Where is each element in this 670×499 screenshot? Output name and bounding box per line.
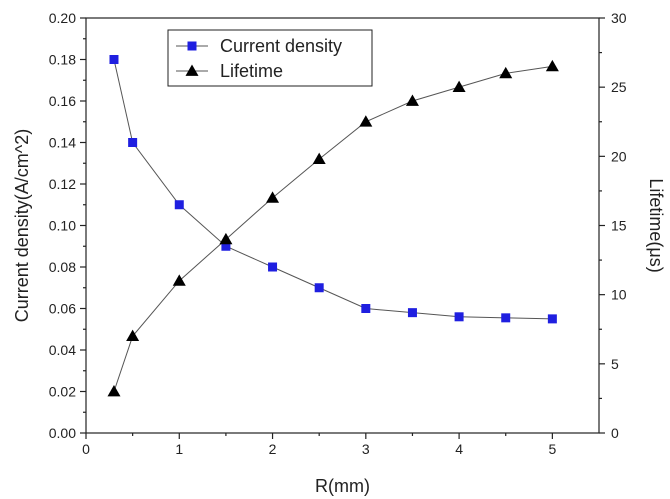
x-tick-label: 0 <box>82 441 90 457</box>
data-point-current-density <box>174 200 184 210</box>
legend: Current density Lifetime <box>167 29 373 87</box>
data-point-lifetime <box>405 94 419 106</box>
right-y-tick-label: 25 <box>611 79 627 95</box>
series-lines <box>113 59 553 392</box>
left-y-tick-label: 0.14 <box>49 135 76 151</box>
left-y-tick-label: 0.10 <box>49 218 76 234</box>
data-point-current-density <box>221 241 231 251</box>
x-tick-label: 2 <box>269 441 277 457</box>
legend-marker-square <box>187 41 197 51</box>
x-tick-label: 3 <box>362 441 370 457</box>
x-axis-title: R(mm) <box>315 476 370 496</box>
ticks: 0 1 2 3 4 5 0.00 0.02 0.04 0.06 0.08 0.10 0.12 0.14 0.… <box>49 10 627 457</box>
right-y-tick-label: 5 <box>611 356 619 372</box>
data-point-current-density <box>547 314 557 324</box>
left-y-tick-label: 0.02 <box>49 384 76 400</box>
left-y-tick-label: 0.00 <box>49 425 76 441</box>
data-point-current-density <box>314 283 324 293</box>
data-point-lifetime <box>266 191 280 203</box>
right-y-tick-label: 10 <box>611 287 627 303</box>
left-y-tick-label: 0.20 <box>49 10 76 26</box>
x-tick-label: 4 <box>455 441 463 457</box>
data-point-lifetime <box>312 152 326 164</box>
right-y-tick-label: 15 <box>611 218 627 234</box>
left-y-axis-title: Current density(A/cm^2) <box>12 129 32 323</box>
legend-marker-triangle <box>185 64 199 76</box>
data-point-current-density <box>268 262 278 272</box>
data-point-lifetime <box>172 274 186 286</box>
data-point-current-density <box>501 313 511 323</box>
data-point-current-density <box>407 308 417 318</box>
data-point-lifetime <box>499 66 513 79</box>
data-point-lifetime <box>545 59 559 72</box>
left-y-tick-label: 0.08 <box>49 259 76 275</box>
x-tick-label: 1 <box>175 441 183 457</box>
data-point-lifetime <box>219 232 233 245</box>
data-point-lifetime <box>107 385 121 397</box>
legend-label: Lifetime <box>220 61 283 81</box>
left-y-tick-label: 0.18 <box>49 52 76 68</box>
left-y-tick-label: 0.04 <box>49 342 76 358</box>
series-line-lifetime <box>113 65 553 392</box>
data-point-current-density <box>454 312 464 322</box>
left-y-tick-label: 0.12 <box>49 176 76 192</box>
data-point-current-density <box>128 138 138 147</box>
right-y-tick-label: 30 <box>611 10 627 26</box>
data-point-lifetime <box>359 115 373 127</box>
right-y-axis-title: Lifetime(μs) <box>646 178 666 272</box>
data-point-current-density <box>361 304 371 313</box>
data-point-lifetime <box>126 329 140 342</box>
legend-box <box>167 29 373 87</box>
series-markers <box>107 55 559 397</box>
left-y-tick-label: 0.06 <box>49 301 76 317</box>
data-point-current-density <box>109 55 119 64</box>
legend-label: Current density <box>220 36 342 56</box>
left-y-tick-label: 0.16 <box>49 93 76 109</box>
data-point-lifetime <box>452 80 466 93</box>
right-y-tick-label: 0 <box>611 425 619 441</box>
right-y-tick-label: 20 <box>611 148 627 164</box>
x-tick-label: 5 <box>548 441 556 457</box>
